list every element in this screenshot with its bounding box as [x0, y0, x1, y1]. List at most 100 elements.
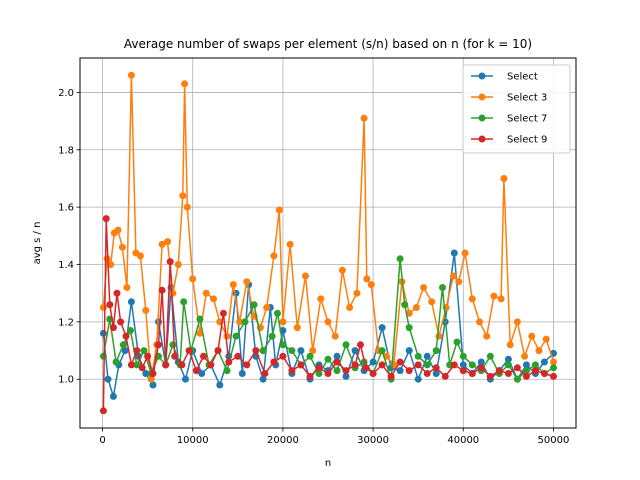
data-point	[119, 341, 127, 349]
data-point	[338, 266, 346, 274]
data-point	[202, 289, 210, 297]
data-point	[333, 358, 341, 366]
data-point	[112, 358, 120, 366]
y-tick-label: 1.0	[58, 375, 74, 386]
data-point	[387, 372, 395, 380]
data-point	[147, 375, 155, 383]
data-point	[169, 341, 177, 349]
data-point	[450, 249, 458, 257]
data-point	[270, 252, 278, 260]
y-axis-label: avg s / n	[32, 222, 43, 265]
data-point	[317, 295, 325, 303]
data-point	[535, 347, 543, 355]
data-point	[495, 367, 503, 375]
data-point	[459, 352, 467, 360]
data-point	[279, 341, 287, 349]
x-tick-label: 20000	[267, 435, 299, 446]
data-point	[164, 238, 171, 246]
data-point	[522, 367, 530, 375]
data-point	[486, 372, 494, 380]
data-point	[367, 281, 375, 289]
data-point	[109, 324, 117, 332]
data-point	[133, 361, 141, 369]
data-point	[342, 341, 350, 349]
data-point	[180, 298, 188, 306]
data-point	[414, 352, 422, 360]
data-point	[185, 347, 193, 355]
data-point	[99, 304, 107, 311]
data-point	[99, 407, 107, 415]
plot-series	[99, 71, 557, 415]
y-tick-label: 1.8	[58, 145, 74, 156]
data-point	[162, 361, 170, 369]
data-point	[483, 332, 491, 340]
data-point	[243, 278, 251, 286]
data-point	[401, 301, 409, 309]
y-tick-label: 1.6	[58, 203, 74, 214]
data-point	[459, 361, 467, 369]
legend-swatch-marker	[478, 114, 486, 122]
data-point	[521, 352, 529, 360]
data-point	[216, 381, 224, 389]
data-point	[232, 289, 240, 297]
x-tick-label: 50000	[538, 435, 570, 446]
data-point	[324, 355, 332, 363]
data-point	[420, 284, 428, 291]
data-point	[133, 347, 141, 355]
data-point	[357, 341, 364, 349]
data-point	[346, 304, 354, 311]
data-point	[99, 352, 107, 360]
x-tick-label: 40000	[447, 435, 479, 446]
y-tick-label: 1.2	[58, 317, 74, 328]
data-point	[351, 347, 359, 355]
data-point	[142, 306, 150, 314]
data-point	[178, 361, 186, 369]
legend-swatch-marker	[478, 135, 486, 143]
data-point	[297, 347, 305, 355]
data-point	[171, 352, 179, 360]
data-point	[412, 304, 420, 311]
data-point	[369, 370, 377, 377]
legend-box	[462, 64, 571, 154]
data-point	[522, 372, 530, 380]
data-point	[396, 255, 404, 263]
series-2	[99, 71, 557, 383]
x-tick-label: 0	[99, 435, 105, 446]
legend-label: Select 3	[507, 93, 547, 104]
series-line	[102, 74, 555, 380]
data-point	[275, 206, 283, 214]
data-point	[263, 304, 271, 311]
data-point	[468, 370, 476, 377]
data-point	[274, 309, 281, 317]
data-point	[504, 361, 512, 369]
data-point	[423, 361, 431, 369]
data-point	[198, 370, 206, 377]
data-point	[127, 361, 135, 369]
data-point	[158, 286, 166, 294]
data-point	[331, 332, 339, 340]
series-4	[99, 215, 557, 415]
chart-title: Average number of swaps per element (s/n…	[124, 37, 532, 51]
data-point	[174, 261, 182, 268]
data-point	[378, 324, 386, 332]
data-point	[270, 358, 278, 366]
data-point	[136, 252, 144, 260]
legend-label: Select 9	[507, 135, 547, 146]
data-point	[293, 324, 301, 332]
data-point	[182, 375, 189, 383]
data-point	[455, 278, 463, 286]
data-point	[342, 372, 350, 380]
data-point	[117, 318, 125, 326]
data-point	[396, 358, 404, 366]
data-point	[106, 301, 114, 309]
data-point	[432, 364, 440, 372]
data-point	[158, 240, 166, 248]
data-point	[405, 324, 413, 332]
data-point	[288, 347, 296, 355]
data-point	[140, 347, 148, 355]
data-point	[362, 364, 370, 372]
data-point	[459, 367, 467, 375]
data-point	[550, 372, 557, 380]
data-point	[286, 240, 294, 248]
